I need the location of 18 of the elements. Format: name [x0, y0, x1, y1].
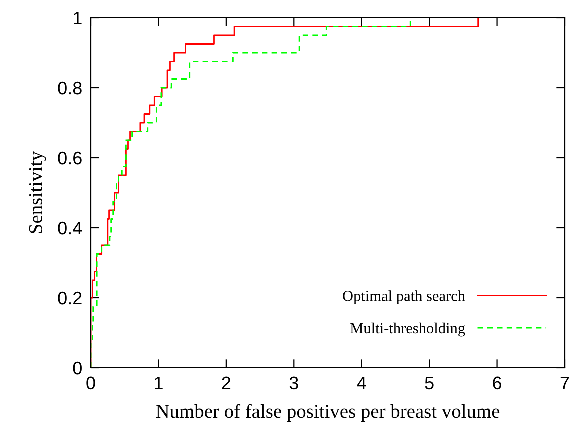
legend-label: Multi-thresholding: [350, 322, 466, 337]
x-axis-title: Number of false positives per breast volume: [156, 404, 500, 422]
x-tick-label: 2: [222, 376, 231, 390]
x-tick-label: 1: [155, 376, 163, 390]
legend-label: Optimal path search: [343, 290, 466, 304]
y-tick-label: 0.6: [58, 152, 82, 165]
y-tick-label: 0: [73, 362, 82, 375]
x-tick-label: 6: [493, 376, 502, 390]
x-tick-label: 4: [357, 376, 366, 390]
x-tick-label: 0: [86, 376, 96, 390]
x-tick-label: 3: [290, 376, 298, 390]
y-tick-label: 0.2: [58, 292, 82, 305]
x-tick-label: 5: [425, 376, 434, 390]
x-tick-label: 7: [560, 376, 570, 390]
y-tick-label: 0.8: [58, 82, 82, 95]
y-tick-label: 0.4: [58, 222, 82, 235]
y-axis-title: Sensitivity: [29, 151, 46, 234]
y-tick-label: 1: [74, 12, 82, 25]
